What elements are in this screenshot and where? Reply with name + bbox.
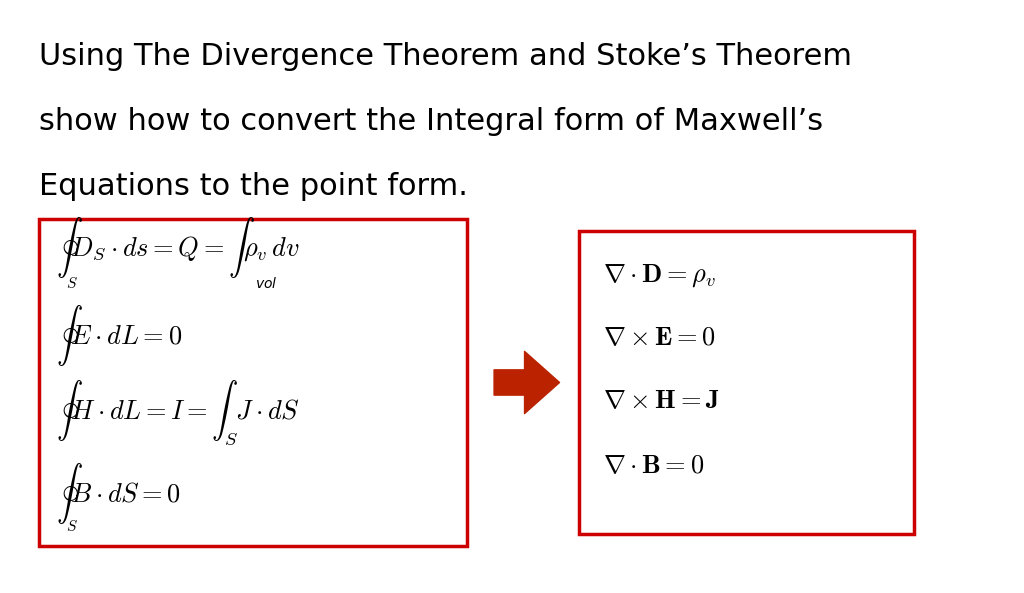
- Text: show how to convert the Integral form of Maxwell’s: show how to convert the Integral form of…: [39, 107, 823, 136]
- Text: $\nabla \times \mathbf{E} = 0$: $\nabla \times \mathbf{E} = 0$: [603, 325, 716, 351]
- Text: $\oint E \cdot dL = 0$: $\oint E \cdot dL = 0$: [56, 302, 182, 368]
- Text: $S$: $S$: [67, 519, 78, 534]
- Text: $vol$: $vol$: [255, 276, 278, 291]
- Text: $\nabla \cdot \mathbf{D} = \rho_v$: $\nabla \cdot \mathbf{D} = \rho_v$: [603, 262, 716, 289]
- Text: $S$: $S$: [67, 276, 78, 291]
- Text: $\nabla \cdot \mathbf{B} = 0$: $\nabla \cdot \mathbf{B} = 0$: [603, 452, 705, 479]
- Text: $\oint D_S \cdot ds = Q = \int \rho_v \, dv$: $\oint D_S \cdot ds = Q = \int \rho_v \,…: [56, 215, 300, 280]
- Text: Equations to the point form.: Equations to the point form.: [39, 172, 468, 201]
- Text: $\nabla \times \mathbf{H} = \mathbf{J}$: $\nabla \times \mathbf{H} = \mathbf{J}$: [603, 388, 720, 415]
- Text: Using The Divergence Theorem and Stoke’s Theorem: Using The Divergence Theorem and Stoke’s…: [39, 42, 852, 71]
- Text: $\oint B \cdot dS = 0$: $\oint B \cdot dS = 0$: [56, 461, 181, 526]
- Text: $\oint H \cdot dL = I = \int_S J \cdot dS$: $\oint H \cdot dL = I = \int_S J \cdot d…: [56, 378, 300, 447]
